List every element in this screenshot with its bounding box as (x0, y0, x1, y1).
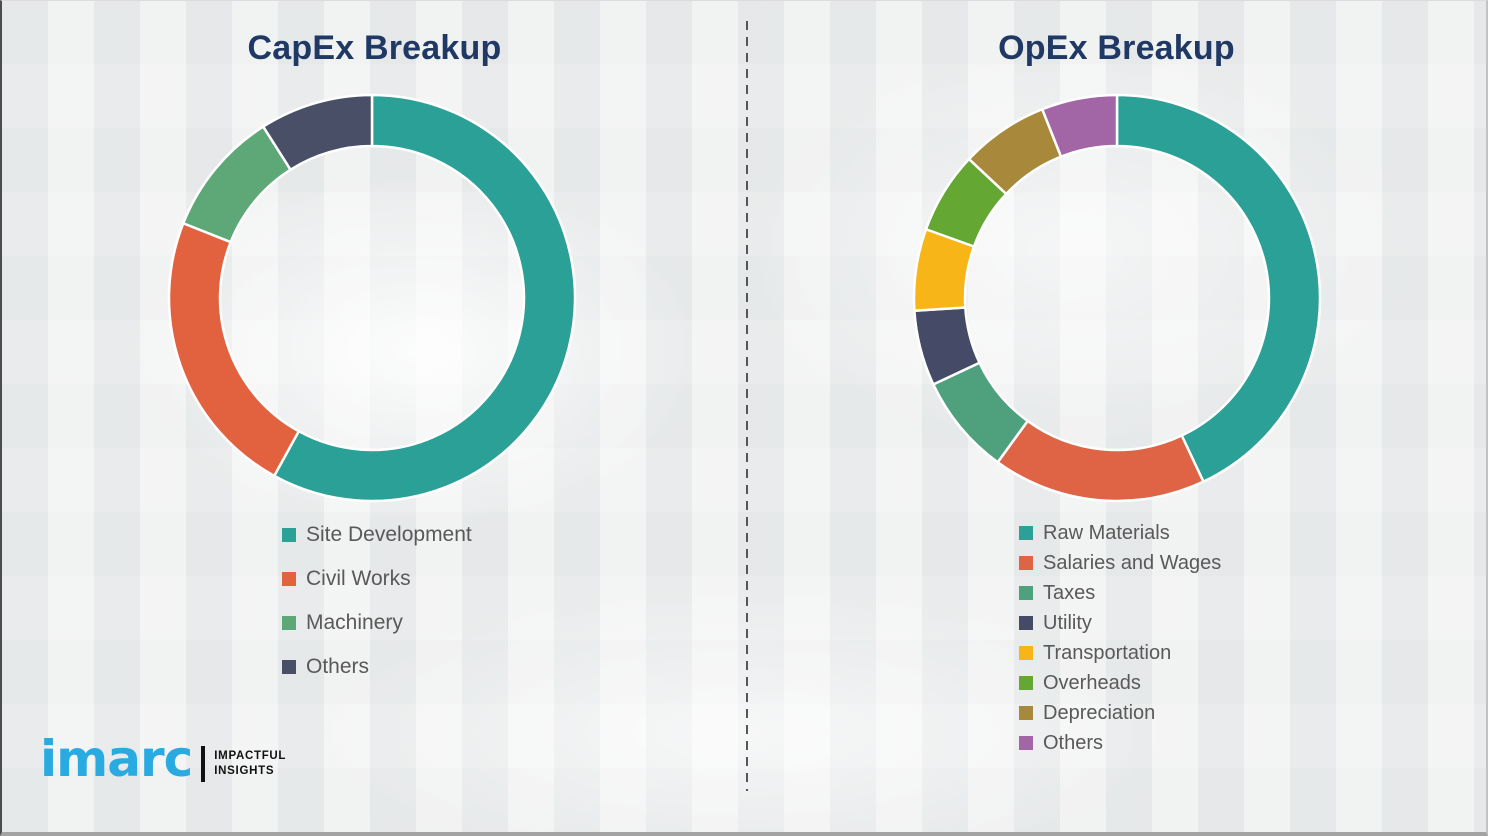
legend-label: Taxes (1043, 581, 1096, 604)
legend-label: Machinery (306, 611, 403, 634)
legend-item-others: Others (282, 645, 472, 689)
legend-swatch (282, 660, 296, 674)
imarc-logo-wordmark: imarc (40, 730, 193, 788)
legend-swatch (1019, 586, 1033, 600)
legend-label: Depreciation (1043, 701, 1156, 724)
logo-tagline-line1: IMPACTFUL (214, 750, 287, 763)
legend-swatch (282, 616, 296, 630)
logo-divider-bar (201, 746, 206, 782)
capex-legend: Site Development Civil Works Machinery Othe… (282, 513, 472, 689)
panel-divider-dashed-line (746, 21, 748, 791)
legend-label: Transportation (1043, 641, 1172, 664)
opex-legend: Raw Materials Salaries and Wages Taxes Util… (1019, 518, 1221, 758)
donut-segment-others (1041, 93, 1119, 158)
legend-swatch (1019, 526, 1033, 540)
legend-item-transportation: Transportation (1019, 638, 1221, 668)
opex-chart-title: OpEx Breakup (998, 29, 1235, 67)
legend-label: Raw Materials (1043, 521, 1170, 544)
donut-segment-raw-materials (1115, 93, 1322, 483)
imarc-logo: imarc IMPACTFUL INSIGHTS (40, 734, 286, 784)
legend-label: Site Development (306, 523, 472, 546)
legend-item-taxes: Taxes (1019, 578, 1221, 608)
legend-item-salaries-and-wages: Salaries and Wages (1019, 548, 1221, 578)
legend-label: Others (306, 655, 370, 678)
logo-tagline: IMPACTFUL INSIGHTS (214, 749, 286, 779)
capex-donut-chart (167, 93, 577, 503)
legend-item-site-development: Site Development (282, 513, 472, 557)
legend-label: Others (1043, 731, 1104, 754)
legend-swatch (1019, 736, 1033, 750)
logo-tagline-line2: INSIGHTS (214, 765, 275, 777)
legend-label: Civil Works (306, 567, 411, 590)
donut-segment-civil-works (167, 222, 301, 478)
legend-item-machinery: Machinery (282, 601, 472, 645)
legend-swatch (282, 528, 296, 542)
legend-item-overheads: Overheads (1019, 668, 1221, 698)
legend-swatch (1019, 676, 1033, 690)
legend-label: Salaries and Wages (1043, 551, 1222, 574)
legend-item-others: Others (1019, 728, 1221, 758)
legend-item-civil-works: Civil Works (282, 557, 472, 601)
opex-donut-chart (912, 93, 1322, 503)
legend-swatch (1019, 616, 1033, 630)
legend-swatch (282, 572, 296, 586)
legend-swatch (1019, 646, 1033, 660)
donut-segment-salaries-and-wages (996, 419, 1205, 503)
legend-label: Overheads (1043, 671, 1141, 694)
donut-segment-site-development (272, 93, 577, 503)
capex-chart-title: CapEx Breakup (247, 29, 502, 67)
legend-item-utility: Utility (1019, 608, 1221, 638)
legend-label: Utility (1043, 611, 1092, 634)
legend-swatch (1019, 556, 1033, 570)
legend-swatch (1019, 706, 1033, 720)
donut-segment-others (261, 93, 374, 171)
legend-item-depreciation: Depreciation (1019, 698, 1221, 728)
legend-item-raw-materials: Raw Materials (1019, 518, 1221, 548)
